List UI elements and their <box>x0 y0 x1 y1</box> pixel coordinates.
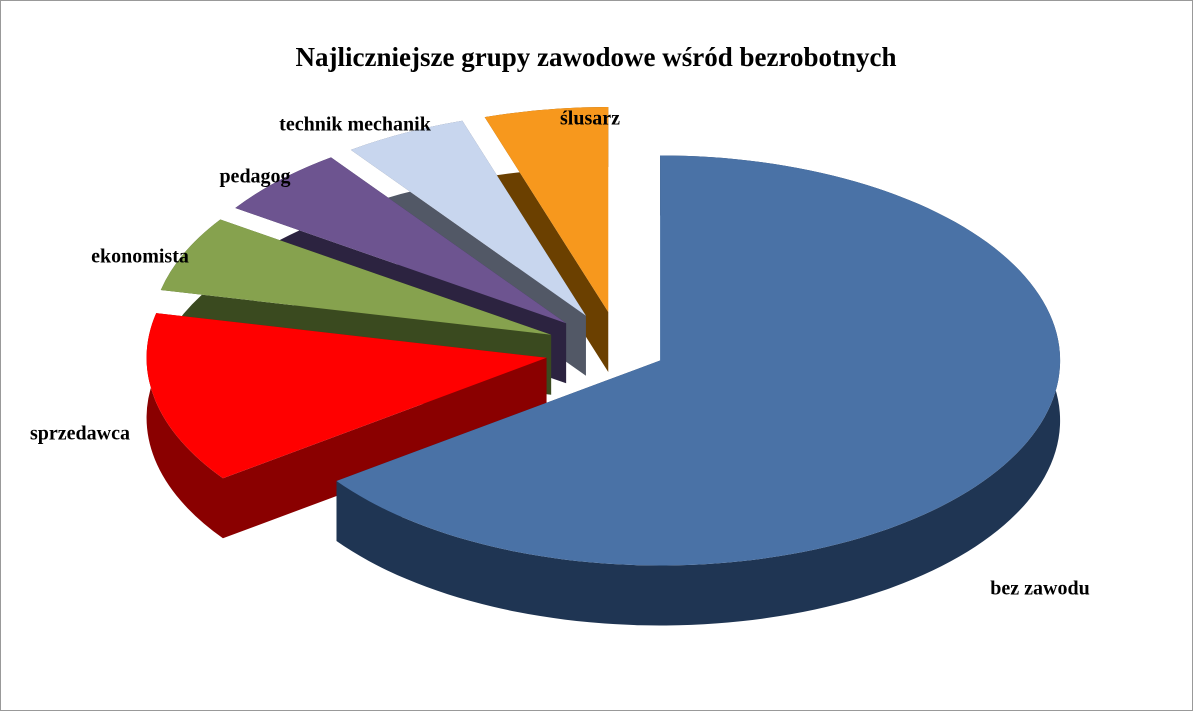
slice-label: pedagog <box>219 166 290 188</box>
slice-label: sprzedawca <box>30 423 130 445</box>
slice <box>350 120 586 316</box>
slice <box>336 155 1061 566</box>
slice-side <box>336 155 1061 626</box>
slice <box>235 157 567 324</box>
chart-title: Najliczniejsze grupy zawodowe wśród bezr… <box>296 42 897 72</box>
slice-label: technik mechanik <box>279 114 432 136</box>
slice <box>160 219 552 335</box>
slice <box>484 107 609 313</box>
slice-label: ślusarz <box>560 108 620 130</box>
slice-label: bez zawodu <box>990 578 1089 600</box>
slice-label: ekonomista <box>91 246 189 268</box>
slice <box>146 313 547 479</box>
